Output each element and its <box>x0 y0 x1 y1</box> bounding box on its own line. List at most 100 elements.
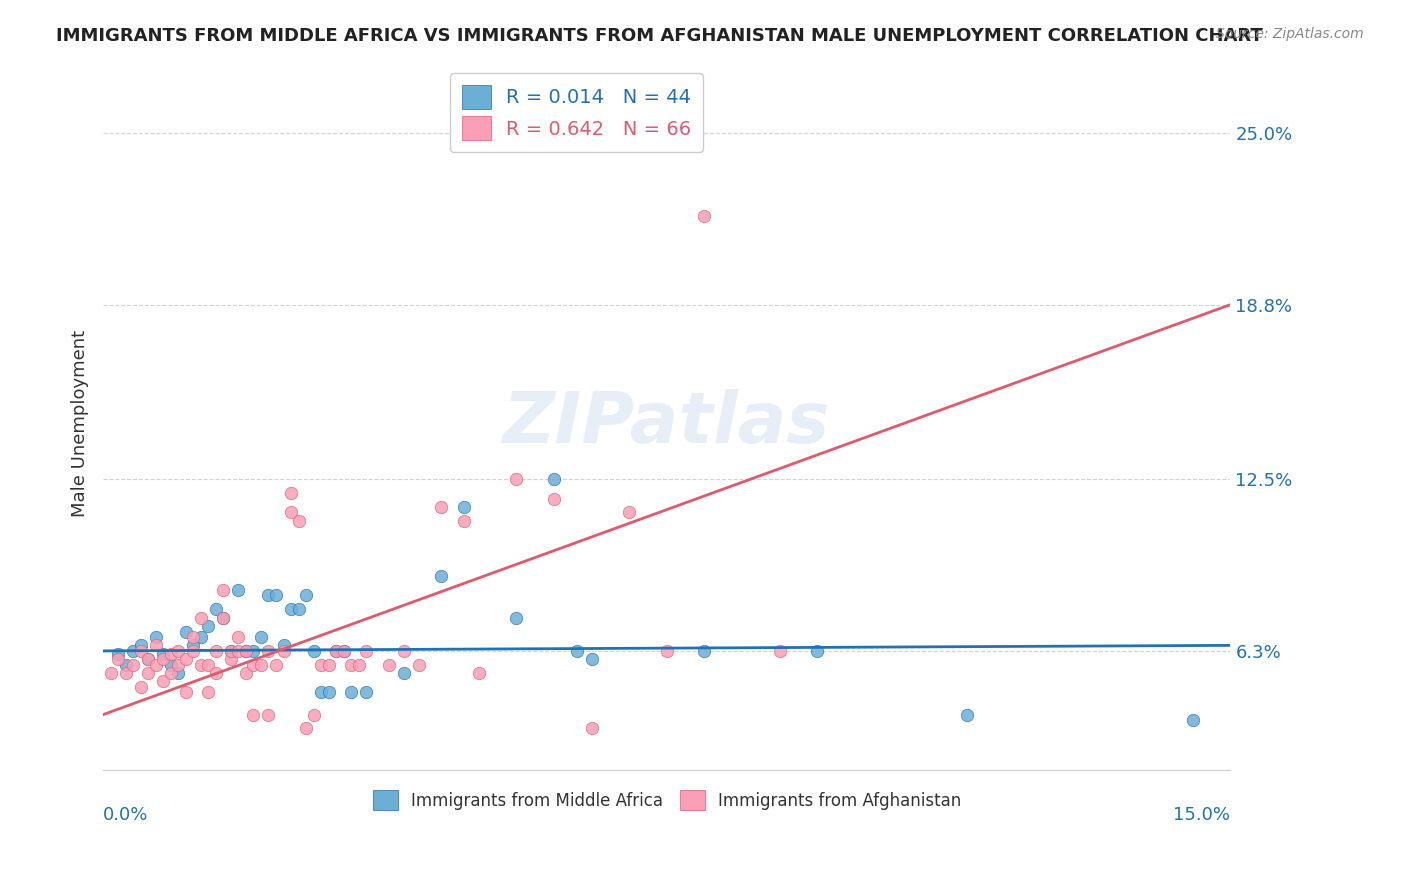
Point <box>325 644 347 658</box>
Point <box>377 657 399 672</box>
Point <box>581 722 603 736</box>
Point <box>332 644 354 658</box>
Point <box>693 209 716 223</box>
Point <box>129 680 152 694</box>
Point <box>581 652 603 666</box>
Text: 0.0%: 0.0% <box>103 805 149 824</box>
Point <box>174 652 197 666</box>
Point <box>152 674 174 689</box>
Point <box>287 602 309 616</box>
Point <box>212 610 235 624</box>
Point <box>174 685 197 699</box>
Text: Source: ZipAtlas.com: Source: ZipAtlas.com <box>1216 27 1364 41</box>
Point <box>325 644 347 658</box>
Point <box>430 569 453 583</box>
Point <box>181 644 204 658</box>
Point <box>167 666 190 681</box>
Point <box>655 644 678 658</box>
Point <box>235 666 257 681</box>
Point <box>318 657 340 672</box>
Point <box>257 644 280 658</box>
Point <box>219 644 242 658</box>
Point <box>122 644 145 658</box>
Point <box>340 657 363 672</box>
Point <box>430 500 453 514</box>
Point <box>145 630 167 644</box>
Point <box>152 652 174 666</box>
Point <box>136 666 159 681</box>
Legend: Immigrants from Middle Africa, Immigrants from Afghanistan: Immigrants from Middle Africa, Immigrant… <box>366 783 967 817</box>
Point <box>956 707 979 722</box>
Point <box>219 652 242 666</box>
Point <box>806 644 828 658</box>
Point <box>280 602 302 616</box>
Text: IMMIGRANTS FROM MIDDLE AFRICA VS IMMIGRANTS FROM AFGHANISTAN MALE UNEMPLOYMENT C: IMMIGRANTS FROM MIDDLE AFRICA VS IMMIGRA… <box>56 27 1263 45</box>
Point <box>619 505 641 519</box>
Text: 15.0%: 15.0% <box>1174 805 1230 824</box>
Point <box>100 666 122 681</box>
Point <box>205 666 228 681</box>
Point <box>242 657 264 672</box>
Y-axis label: Male Unemployment: Male Unemployment <box>72 330 89 517</box>
Point <box>219 644 242 658</box>
Point <box>190 630 212 644</box>
Point <box>468 666 491 681</box>
Point <box>107 647 129 661</box>
Point <box>122 657 145 672</box>
Point <box>392 644 415 658</box>
Point <box>340 685 363 699</box>
Point <box>190 657 212 672</box>
Point <box>354 685 377 699</box>
Point <box>159 666 181 681</box>
Point <box>280 486 302 500</box>
Point <box>228 582 250 597</box>
Point <box>280 505 302 519</box>
Point <box>257 707 280 722</box>
Point <box>347 657 370 672</box>
Point <box>264 589 287 603</box>
Point <box>145 657 167 672</box>
Point <box>295 589 318 603</box>
Point <box>152 647 174 661</box>
Point <box>408 657 430 672</box>
Point <box>273 638 295 652</box>
Point <box>145 638 167 652</box>
Point <box>302 707 325 722</box>
Point <box>197 657 219 672</box>
Point <box>228 644 250 658</box>
Point <box>114 666 136 681</box>
Point <box>505 610 527 624</box>
Point <box>693 644 716 658</box>
Point <box>242 644 264 658</box>
Point <box>318 685 340 699</box>
Point <box>453 514 475 528</box>
Point <box>136 652 159 666</box>
Point <box>505 472 527 486</box>
Point <box>235 644 257 658</box>
Point <box>136 652 159 666</box>
Point <box>295 722 318 736</box>
Point <box>287 514 309 528</box>
Point <box>181 630 204 644</box>
Point <box>543 472 565 486</box>
Point <box>205 602 228 616</box>
Point <box>129 638 152 652</box>
Text: ZIPatlas: ZIPatlas <box>503 389 831 458</box>
Point <box>159 647 181 661</box>
Point <box>235 644 257 658</box>
Point <box>453 500 475 514</box>
Point <box>768 644 790 658</box>
Point <box>197 619 219 633</box>
Point <box>250 630 273 644</box>
Point <box>302 644 325 658</box>
Point <box>354 644 377 658</box>
Point <box>242 707 264 722</box>
Point <box>257 589 280 603</box>
Point <box>159 657 181 672</box>
Point <box>167 644 190 658</box>
Point <box>181 638 204 652</box>
Point <box>565 644 588 658</box>
Point <box>205 644 228 658</box>
Point <box>1181 713 1204 727</box>
Point <box>250 657 273 672</box>
